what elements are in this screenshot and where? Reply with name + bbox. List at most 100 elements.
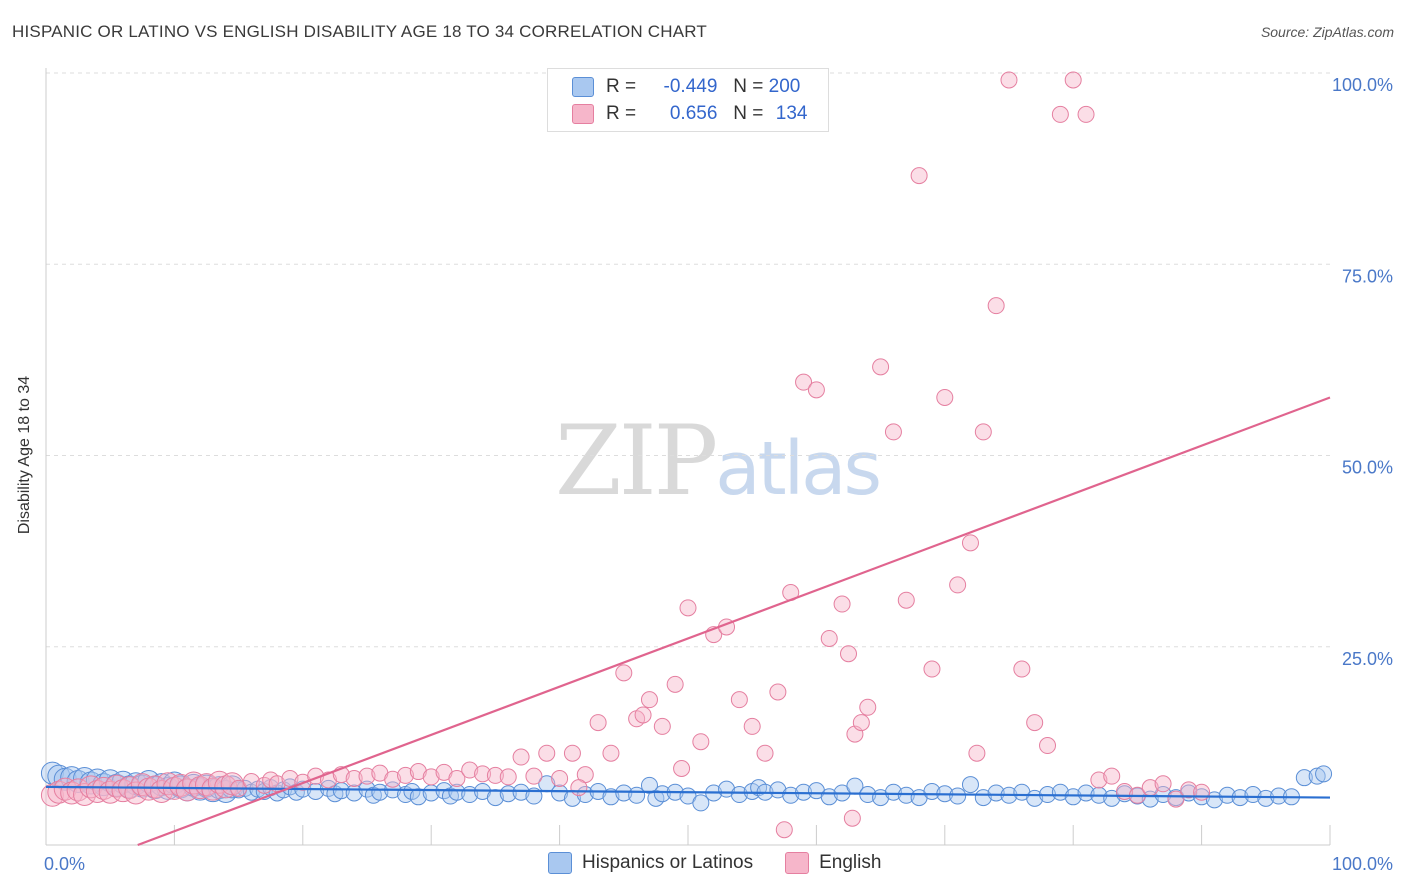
y-tick-label: 100.0% xyxy=(1332,75,1393,95)
english-point xyxy=(538,744,556,762)
hispanic-point xyxy=(692,794,710,812)
english-point xyxy=(486,766,504,784)
english-point xyxy=(884,423,902,441)
english-point xyxy=(1103,767,1121,785)
legend-item-hispanic: Hispanics or Latinos xyxy=(548,852,753,874)
english-point xyxy=(653,717,671,735)
english-point xyxy=(634,706,652,724)
y-tick-label: 50.0% xyxy=(1342,458,1393,478)
english-point xyxy=(1000,71,1018,89)
source-label: Source: ZipAtlas.com xyxy=(1260,24,1394,40)
english-point xyxy=(843,809,861,827)
hispanic-point xyxy=(1308,767,1326,785)
legend-swatch-pink xyxy=(572,104,594,124)
english-point xyxy=(961,534,979,552)
x-tick-label: 0.0% xyxy=(44,854,85,874)
english-point xyxy=(679,599,697,617)
english-trend-line xyxy=(137,396,1331,847)
english-point xyxy=(1167,790,1185,808)
hispanic-point xyxy=(307,782,325,800)
english-point xyxy=(743,717,761,735)
english-point xyxy=(775,821,793,839)
english-point xyxy=(448,769,466,787)
english-point xyxy=(923,660,941,678)
hispanic-point xyxy=(448,783,466,801)
legend-n-label: N = xyxy=(733,103,764,124)
legend-swatch-blue xyxy=(548,852,572,874)
legend-item-english: English xyxy=(785,852,881,874)
y-tick-label: 75.0% xyxy=(1342,266,1393,286)
english-point xyxy=(345,769,363,787)
legend-n-label: N = xyxy=(733,76,764,97)
hispanic-point xyxy=(884,783,902,801)
hispanic-point xyxy=(551,784,569,802)
english-point xyxy=(673,760,691,777)
english-point xyxy=(692,733,710,751)
hispanic-point xyxy=(1244,786,1262,804)
english-point xyxy=(910,167,928,185)
hispanic-point xyxy=(1257,789,1275,807)
english-point xyxy=(852,714,870,732)
watermark: ZIPatlas xyxy=(555,405,882,517)
english-point xyxy=(833,595,851,613)
english-point xyxy=(358,767,376,785)
chart-title: HISPANIC OR LATINO VS ENGLISH DISABILITY… xyxy=(12,22,708,41)
english-point xyxy=(281,769,299,787)
legend-label-english: English xyxy=(819,852,882,873)
english-point xyxy=(53,777,77,801)
english-point xyxy=(807,381,825,399)
watermark-zip: ZIP xyxy=(555,405,718,517)
legend-swatch-blue xyxy=(572,77,594,97)
english-point xyxy=(551,769,569,787)
english-point xyxy=(859,698,877,716)
hispanic-point xyxy=(653,785,671,803)
english-point xyxy=(1193,783,1211,801)
english-point xyxy=(1051,105,1069,123)
correlation-legend: R = -0.449 N = 200 R = 0.656 N = 134 xyxy=(547,68,829,132)
english-point xyxy=(730,691,748,709)
english-point xyxy=(820,629,838,647)
legend-row-english: R = 0.656 N = 134 xyxy=(572,102,815,126)
hispanic-point xyxy=(961,776,979,794)
english-point xyxy=(936,388,954,406)
english-point xyxy=(525,767,543,785)
english-point xyxy=(1013,660,1031,678)
hispanic-trend-line xyxy=(45,785,1331,799)
english-point xyxy=(769,683,787,701)
legend-r-label: R = xyxy=(606,103,637,124)
english-point xyxy=(795,373,813,391)
english-point xyxy=(968,744,986,762)
english-point xyxy=(384,770,402,788)
english-point xyxy=(85,779,109,803)
english-point xyxy=(666,675,684,693)
hispanic-point xyxy=(1295,769,1313,787)
english-point xyxy=(1064,71,1082,89)
hispanic-point xyxy=(923,782,941,800)
hispanic-point xyxy=(730,786,748,804)
english-point xyxy=(987,297,1005,315)
legend-r-value: -0.449 xyxy=(663,76,718,97)
legend-swatch-pink xyxy=(785,852,810,874)
english-point xyxy=(872,358,890,376)
english-point xyxy=(474,765,492,783)
hispanic-point xyxy=(371,783,389,801)
legend-n-value: 134 xyxy=(775,103,808,124)
english-point xyxy=(602,744,620,762)
english-point xyxy=(840,645,857,663)
english-point xyxy=(422,768,440,786)
y-tick-label: 25.0% xyxy=(1342,649,1393,669)
hispanic-point xyxy=(987,784,1005,802)
watermark-atlas: atlas xyxy=(715,426,882,512)
english-point xyxy=(949,576,967,594)
english-point xyxy=(1154,775,1172,793)
series-legend: Hispanics or Latinos English xyxy=(548,852,913,874)
x-tick-label: 100.0% xyxy=(1332,854,1393,874)
english-point xyxy=(499,768,517,786)
hispanic-point xyxy=(1315,765,1333,783)
english-point xyxy=(1039,737,1057,755)
hispanic-point xyxy=(897,786,915,804)
english-point xyxy=(974,423,992,441)
english-point xyxy=(1026,714,1044,732)
legend-label-hispanic: Hispanics or Latinos xyxy=(582,852,754,873)
english-point xyxy=(512,748,530,766)
